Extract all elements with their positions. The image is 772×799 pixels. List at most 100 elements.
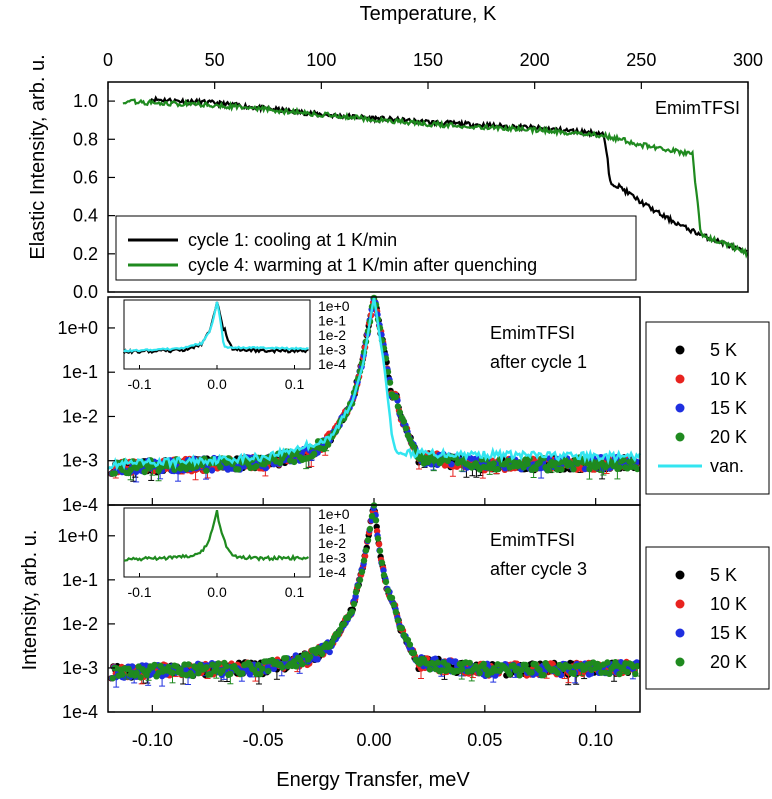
- panel-spectrum-cycle-3-annotation-line-1: EmimTFSI: [490, 530, 575, 550]
- data-point: [384, 368, 392, 376]
- data-point: [612, 460, 619, 467]
- inset-y-tick-label: 1e+0: [318, 298, 350, 314]
- data-point: [257, 670, 264, 678]
- top-y-tick-label: 0.6: [73, 167, 98, 187]
- data-point: [358, 568, 366, 575]
- inset-y-tick-label: 1e+0: [318, 506, 350, 522]
- legend-swatch-20k: [675, 432, 685, 442]
- x-tick-label: -0.05: [243, 730, 284, 750]
- legend-label-5k: 5 K: [710, 340, 737, 360]
- panel-spectrum-cycle-1-annotation-line-1: EmimTFSI: [490, 323, 575, 343]
- data-point: [151, 661, 158, 669]
- top-x-tick-label: 200: [520, 50, 550, 70]
- inset-x-tick-label: 0.0: [207, 584, 227, 600]
- top-y-tick-label: 1.0: [73, 91, 98, 111]
- legend-label-10k: 10 K: [710, 594, 747, 614]
- data-point: [490, 460, 497, 467]
- inset-y-tick-label: 1e-3: [318, 550, 346, 566]
- data-point: [378, 559, 386, 566]
- data-point: [253, 463, 260, 470]
- top-x-tick-label: 0: [103, 50, 113, 70]
- panel-spectrum-cycle-1: 1e-41e-31e-21e-11e+0 EmimTFSI after cycl…: [57, 294, 642, 515]
- bottom-x-axis-title: Energy Transfer, meV: [276, 769, 470, 791]
- top-x-tick-label: 250: [626, 50, 656, 70]
- inset-x-tick-label: 0.1: [285, 376, 305, 392]
- data-point: [388, 594, 396, 602]
- data-point: [476, 669, 483, 677]
- data-point: [394, 617, 402, 624]
- top-x-axis-title: Temperature, K: [360, 3, 497, 25]
- data-point: [616, 464, 623, 471]
- inset-van-line: [123, 301, 309, 353]
- data-point: [171, 466, 178, 473]
- inset-y-tick-label: 1e-2: [318, 535, 346, 551]
- inset-sample-line: [123, 509, 310, 562]
- data-point: [536, 667, 543, 674]
- data-point: [384, 587, 392, 594]
- legend-box: [115, 215, 637, 281]
- inset-y-tick-label: 1e-1: [318, 313, 346, 329]
- legend-box: [645, 546, 770, 690]
- data-point: [620, 456, 627, 464]
- legend-swatch-20k: [675, 657, 685, 667]
- data-point: [185, 661, 192, 668]
- data-point: [540, 671, 547, 679]
- top-x-tick-label: 100: [306, 50, 336, 70]
- data-point: [217, 464, 224, 471]
- data-point: [239, 670, 246, 677]
- data-point: [366, 525, 374, 533]
- legend-label-15k: 15 K: [710, 623, 747, 643]
- panel-temperature-legend: cycle 1: cooling at 1 K/min cycle 4: war…: [115, 215, 637, 281]
- x-tick-label: 0.00: [356, 730, 391, 750]
- top-y-tick-label: 0.2: [73, 244, 98, 264]
- series-line-cycle-4: [122, 98, 749, 259]
- y-tick-label: 1e+0: [57, 318, 98, 338]
- data-point: [318, 650, 326, 658]
- legend-label-cycle-1: cycle 1: cooling at 1 K/min: [188, 230, 397, 250]
- y-tick-label: 1e+0: [57, 526, 98, 546]
- panel-spectrum-cycle-1-legend: 5 K 10 K 15 K 20 K van.: [645, 321, 770, 495]
- legend-swatch-10k: [675, 599, 685, 609]
- data-point: [283, 655, 290, 662]
- legend-swatch-10k: [675, 374, 685, 384]
- legend-swatch-15k: [675, 628, 685, 638]
- inset-x-tick-label: -0.1: [127, 376, 151, 392]
- data-point: [324, 441, 332, 448]
- inset-y-tick-label: 1e-1: [318, 521, 346, 537]
- y-tick-label: 1e-4: [62, 702, 98, 722]
- data-point: [125, 665, 132, 672]
- data-point: [362, 547, 370, 554]
- data-point: [574, 460, 581, 467]
- top-y-tick-label: 0.8: [73, 129, 98, 149]
- data-point: [402, 425, 410, 432]
- data-point: [396, 409, 404, 416]
- data-point: [133, 669, 140, 676]
- data-point: [177, 666, 184, 673]
- data-point: [360, 557, 368, 564]
- top-x-tick-label: 300: [733, 50, 763, 70]
- inset-frame: [123, 299, 311, 370]
- inset-y-tick-label: 1e-3: [318, 342, 346, 358]
- y-tick-label: 1e-1: [62, 570, 98, 590]
- panel-spectrum-cycle-3: 1e-41e-31e-21e-11e+0-0.10 -0.05 0.00 0.05 0.…: [57, 502, 641, 750]
- legend-swatch-5k: [675, 570, 685, 580]
- data-point: [616, 670, 623, 678]
- data-point: [496, 667, 503, 675]
- data-point: [259, 665, 266, 672]
- x-tick-label: 0.05: [467, 730, 502, 750]
- data-point: [570, 466, 577, 473]
- data-point: [310, 450, 318, 457]
- inset-y-tick-label: 1e-4: [318, 564, 346, 580]
- y-tick-label: 1e-1: [62, 362, 98, 382]
- legend-label-5k: 5 K: [710, 565, 737, 585]
- x-tick-label: 0.10: [578, 730, 613, 750]
- data-point: [189, 672, 196, 679]
- legend-swatch-15k: [675, 403, 685, 413]
- panel-spectrum-cycle-1-inset: -0.1 0.0 0.1 1e+01e-11e-21e-31e-4: [123, 298, 350, 392]
- legend-label-20k: 20 K: [710, 652, 747, 672]
- data-point: [352, 589, 360, 596]
- top-y-tick-label: 0.0: [73, 282, 98, 302]
- top-x-tick-label: 50: [205, 50, 225, 70]
- data-point: [392, 608, 400, 616]
- data-point: [494, 465, 501, 473]
